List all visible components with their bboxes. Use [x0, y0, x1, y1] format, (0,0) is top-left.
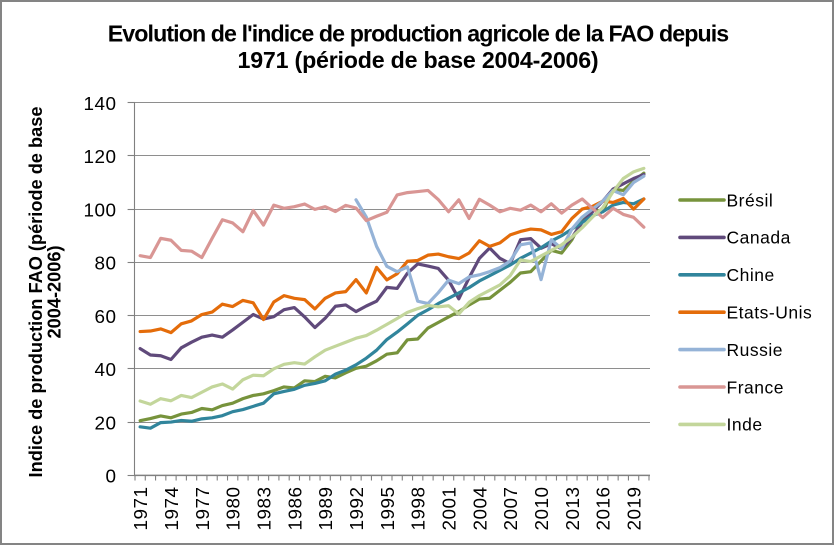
svg-text:0: 0 — [105, 467, 116, 488]
svg-text:1992: 1992 — [347, 486, 368, 530]
svg-text:France: France — [727, 377, 784, 397]
svg-text:Chine: Chine — [727, 265, 775, 285]
svg-text:2016: 2016 — [594, 486, 615, 530]
svg-text:2010: 2010 — [532, 486, 553, 530]
svg-text:Brésil: Brésil — [727, 190, 774, 210]
svg-text:Evolution de l'indice de produ: Evolution de l'indice de production agri… — [108, 21, 729, 47]
svg-text:1986: 1986 — [285, 486, 306, 530]
svg-text:60: 60 — [94, 307, 116, 328]
svg-text:2004-2006): 2004-2006) — [45, 245, 65, 338]
svg-text:2004: 2004 — [470, 486, 491, 530]
svg-text:1998: 1998 — [409, 486, 430, 530]
svg-text:1974: 1974 — [162, 486, 183, 530]
svg-text:1983: 1983 — [255, 486, 276, 530]
svg-text:20: 20 — [94, 413, 116, 434]
svg-text:Etats-Unis: Etats-Unis — [727, 303, 813, 323]
svg-text:100: 100 — [83, 200, 116, 221]
svg-text:2001: 2001 — [440, 486, 461, 530]
svg-text:1971 (période de base 2004-200: 1971 (période de base 2004-2006) — [238, 47, 599, 73]
svg-text:80: 80 — [94, 254, 116, 275]
svg-text:1989: 1989 — [316, 486, 337, 530]
svg-text:Canada: Canada — [727, 228, 791, 248]
svg-text:1980: 1980 — [224, 486, 245, 530]
svg-text:140: 140 — [83, 94, 116, 115]
svg-text:40: 40 — [94, 360, 116, 381]
svg-text:Indice de production FAO (péri: Indice de production FAO (période de bas… — [26, 107, 46, 478]
svg-text:2007: 2007 — [501, 486, 522, 530]
svg-text:1971: 1971 — [131, 486, 152, 530]
svg-text:Russie: Russie — [727, 340, 784, 360]
svg-text:2013: 2013 — [563, 486, 584, 530]
svg-text:2019: 2019 — [625, 486, 646, 530]
svg-text:Inde: Inde — [727, 415, 763, 435]
svg-text:1977: 1977 — [193, 486, 214, 530]
svg-text:120: 120 — [83, 147, 116, 168]
svg-text:1995: 1995 — [378, 486, 399, 530]
